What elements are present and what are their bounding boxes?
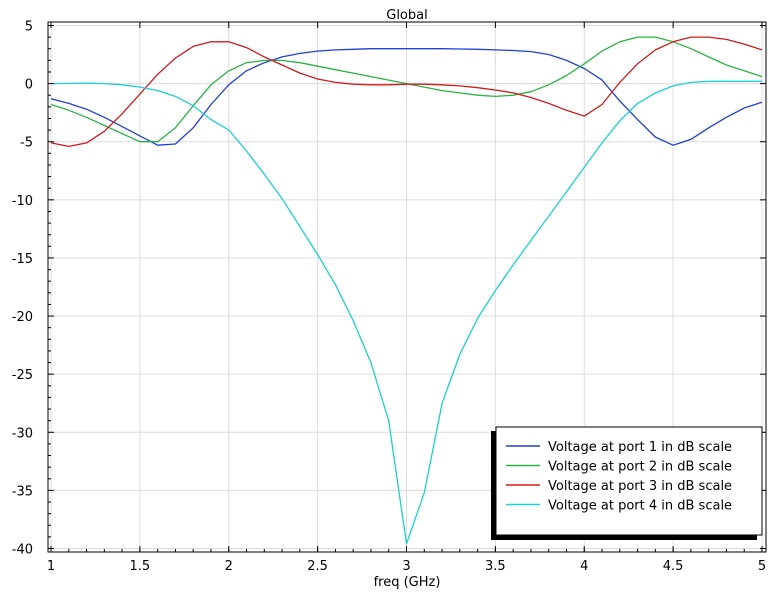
x-tick-label: 1 bbox=[47, 559, 55, 574]
legend: Voltage at port 1 in dB scale Voltage at … bbox=[491, 426, 763, 540]
x-tick-label: 2 bbox=[225, 559, 233, 574]
series-lines bbox=[50, 36, 763, 545]
y-tick-label: -35 bbox=[12, 484, 33, 499]
x-tick-label: 4 bbox=[580, 559, 588, 574]
y-tick-label: -20 bbox=[12, 310, 33, 325]
y-tick-labels: 5 0 -5 -10 -15 -20 -25 -30 -35 -40 bbox=[12, 19, 33, 557]
y-tick-label: -5 bbox=[20, 136, 33, 151]
x-tick-label: 1.5 bbox=[130, 559, 151, 574]
x-tick-labels: 1 1.5 2 2.5 3 3.5 4 4.5 5 bbox=[47, 559, 766, 574]
series-line-port-1 bbox=[50, 48, 763, 146]
y-tick-label: -10 bbox=[12, 194, 33, 209]
series-line-port-3 bbox=[50, 36, 763, 148]
x-tick-label: 5 bbox=[758, 559, 766, 574]
x-tick-label: 2.5 bbox=[307, 559, 328, 574]
y-tick-label: -15 bbox=[12, 252, 33, 267]
axis-ticks bbox=[48, 22, 766, 552]
x-axis-label: freq (GHz) bbox=[374, 575, 441, 590]
x-tick-label: 3.5 bbox=[485, 559, 506, 574]
y-tick-label: 0 bbox=[25, 78, 33, 93]
legend-box bbox=[495, 426, 763, 536]
y-tick-label: -30 bbox=[12, 426, 33, 441]
chart-title: Global bbox=[386, 8, 427, 23]
legend-label-port-1: Voltage at port 1 in dB scale bbox=[548, 440, 732, 455]
y-tick-label: -25 bbox=[12, 368, 33, 383]
series-line-port-4 bbox=[50, 80, 762, 545]
x-tick-label: 3 bbox=[402, 559, 410, 574]
y-tick-label: 5 bbox=[25, 19, 33, 34]
legend-label-port-4: Voltage at port 4 in dB scale bbox=[548, 499, 732, 514]
y-tick-label: -40 bbox=[12, 543, 33, 558]
x-tick-label: 4.5 bbox=[663, 559, 684, 574]
legend-label-port-2: Voltage at port 2 in dB scale bbox=[548, 460, 732, 475]
legend-label-port-3: Voltage at port 3 in dB scale bbox=[548, 479, 732, 494]
